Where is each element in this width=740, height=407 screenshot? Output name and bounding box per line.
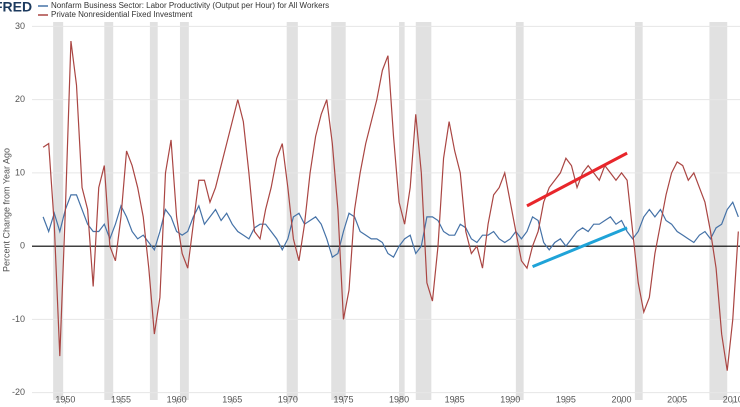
x-tick-label: 2010 [723,394,740,404]
y-tick-label: 0 [20,241,25,251]
recession-band [515,22,524,400]
legend-label: Nonfarm Business Sector: Labor Productiv… [51,1,329,10]
x-tick-label: 1995 [556,394,576,404]
x-tick-label: 2005 [667,394,687,404]
y-tick-label: 30 [15,21,25,31]
recession-band [53,22,64,400]
legend-label: Private Nonresidential Fixed Investment [51,10,193,19]
recession-band [709,22,728,400]
plot-area [32,22,740,400]
recession-band [634,22,643,400]
x-tick-label: 1985 [445,394,465,404]
x-tick-label: 1960 [167,394,187,404]
annotation-line [531,226,628,269]
series-line [42,194,739,259]
recession-band [179,22,189,400]
logo: FRED [0,0,32,15]
y-tick-label: -10 [12,314,25,324]
x-tick-label: 1955 [111,394,131,404]
y-axis-title: Percent Change from Year Ago [1,148,11,272]
recession-band [286,22,298,400]
recession-band [104,22,114,400]
x-tick-label: 1990 [500,394,520,404]
annotation-line [526,151,628,208]
x-tick-label: 1980 [389,394,409,404]
recession-band [149,22,158,400]
x-tick-label: 1950 [55,394,75,404]
y-tick-label: -20 [12,387,25,397]
y-tick-label: 20 [15,94,25,104]
series-line [42,40,739,371]
x-tick-label: 1970 [278,394,298,404]
x-tick-label: 1975 [333,394,353,404]
legend: Nonfarm Business Sector: Labor Productiv… [38,1,329,19]
x-tick-label: 2000 [612,394,632,404]
x-tick-label: 1965 [222,394,242,404]
y-tick-label: 10 [15,167,25,177]
